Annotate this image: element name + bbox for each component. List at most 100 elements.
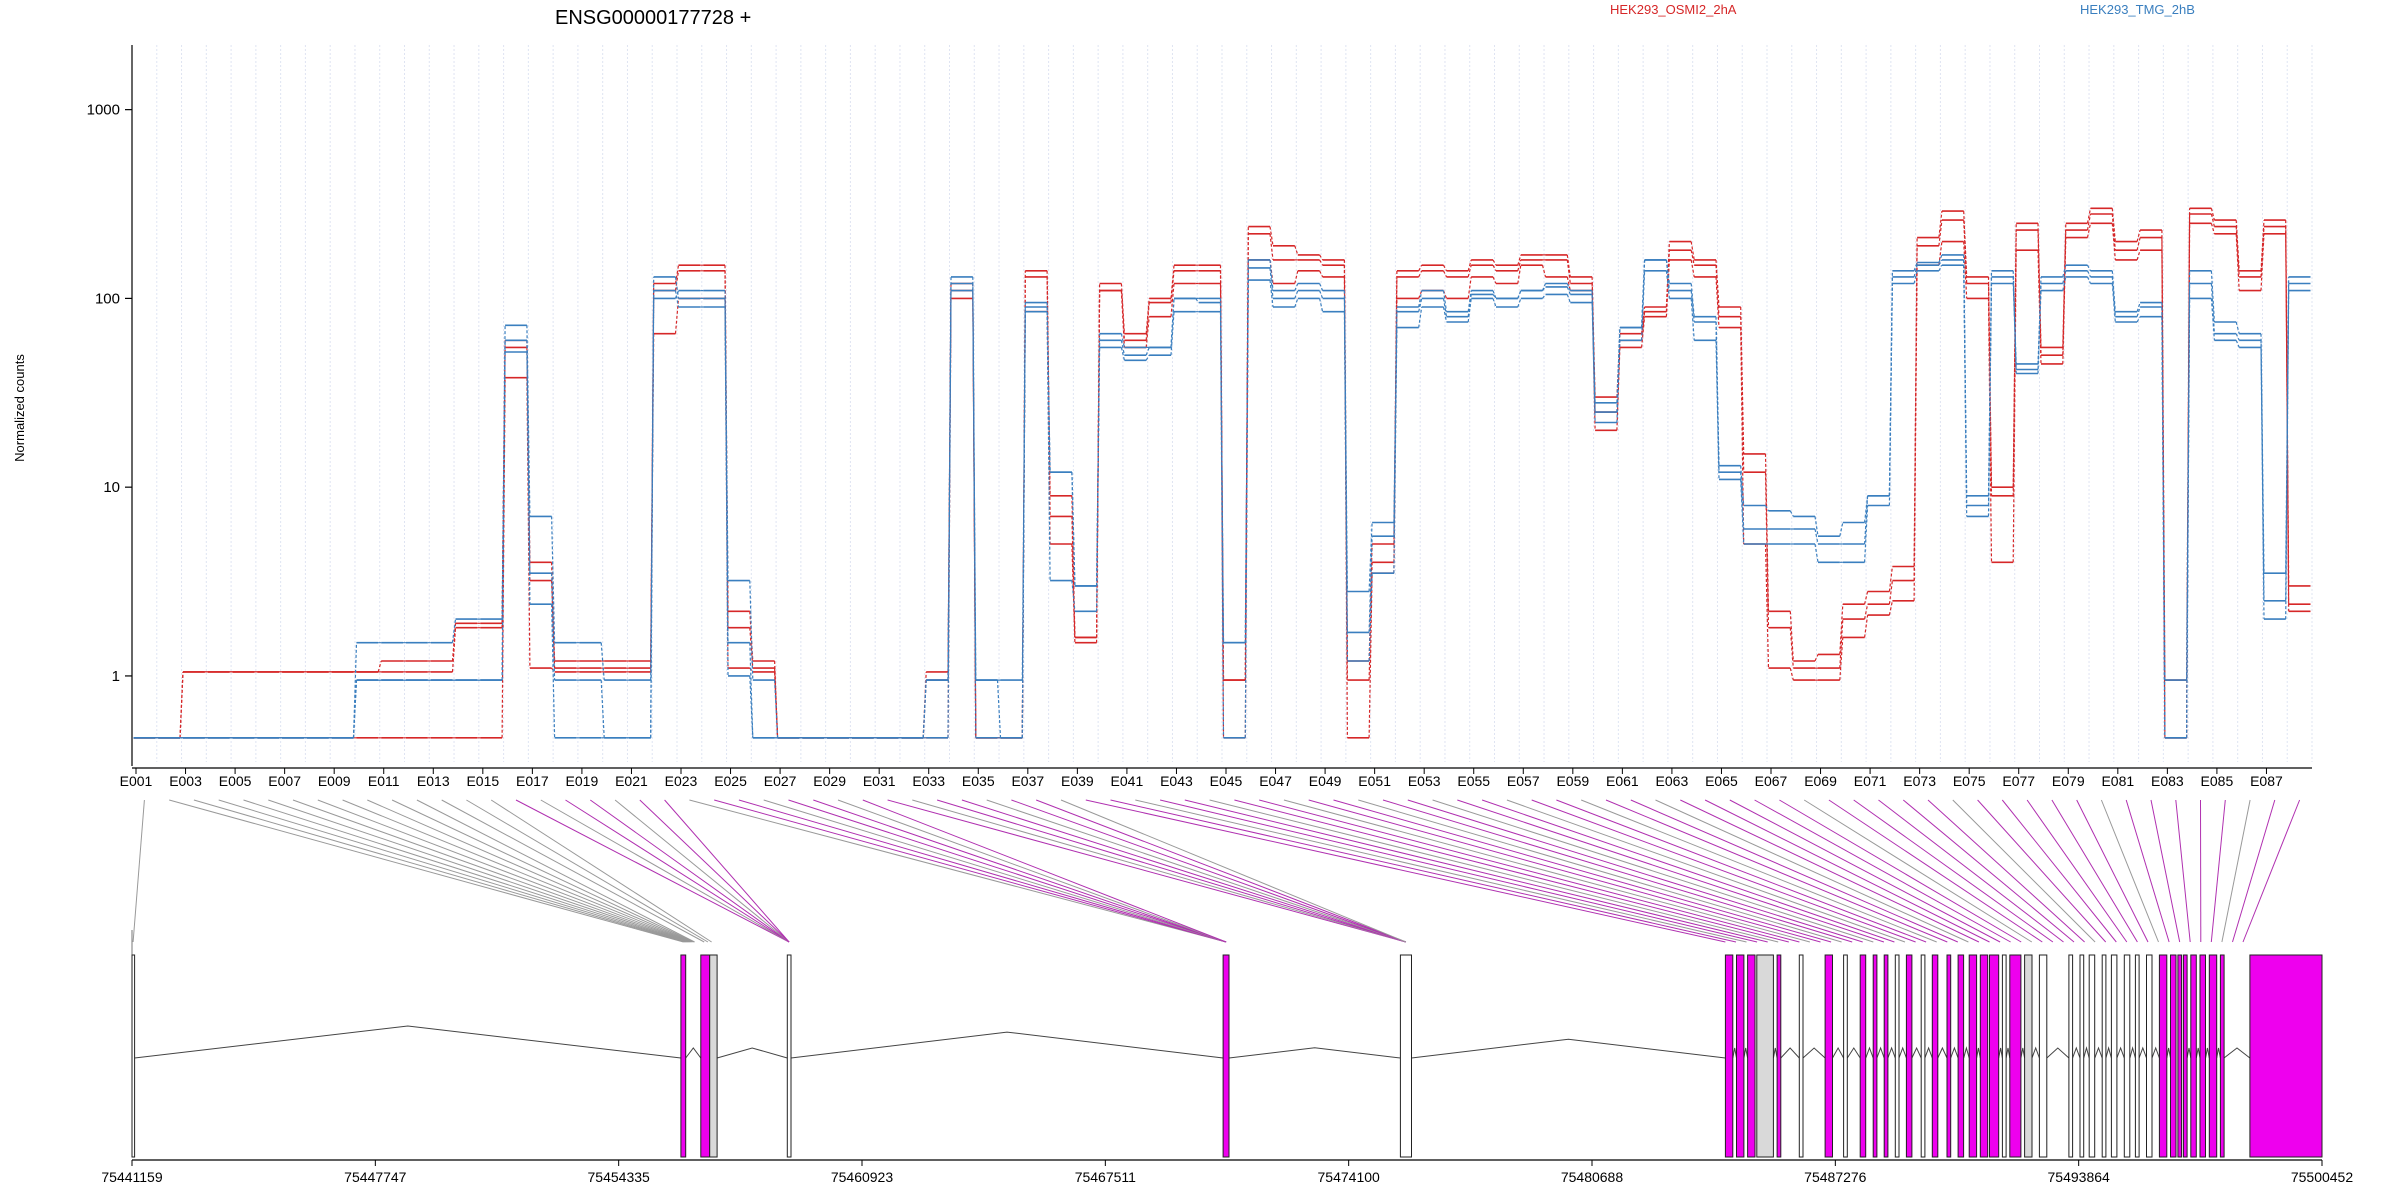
x-tick-label: E075	[1953, 773, 1986, 789]
x-tick-label: E063	[1656, 773, 1689, 789]
genomic-tick-label: 75480688	[1561, 1169, 1624, 1185]
genomic-tick-label: 75460923	[831, 1169, 894, 1185]
x-tick-label: E033	[912, 773, 945, 789]
intron	[2083, 1046, 2090, 1059]
x-tick-label: E027	[764, 773, 797, 789]
x-tick-label: E059	[1556, 773, 1589, 789]
exon-connector	[466, 799, 709, 943]
exon-connector	[1481, 799, 1895, 943]
intron	[2094, 1046, 2103, 1059]
genomic-tick-label: 75487276	[1804, 1169, 1867, 1185]
exon-connector	[738, 799, 1227, 943]
x-tick-labels: E001 E003 E005 E007 E009 E011 E013 E015 E017 E019…	[120, 773, 2283, 789]
exon-block	[1843, 954, 1848, 1158]
exon-connector	[1159, 799, 1758, 943]
exon-connector	[1952, 799, 2096, 943]
x-tick-label: E037	[1011, 773, 1044, 789]
exon-connector	[2026, 799, 2128, 943]
x-tick-label: E043	[1160, 773, 1193, 789]
intron	[2195, 1047, 2201, 1059]
intron	[790, 1031, 1224, 1059]
exon-block	[1920, 954, 1926, 1158]
x-tick-label: E081	[2101, 773, 2134, 789]
exon-connector	[1556, 799, 1927, 943]
y-axis-label: Normalized counts	[12, 354, 27, 462]
exon-connector	[441, 799, 705, 943]
exon-connector	[1531, 799, 1916, 943]
exon-block	[1859, 954, 1867, 1158]
x-tick-label: E083	[2151, 773, 2184, 789]
axes: 1 10 100 1000	[87, 45, 2312, 774]
x-tick-label: E025	[714, 773, 747, 789]
exon-block	[1724, 954, 1734, 1158]
exon-connector	[1704, 799, 1990, 943]
exon-block	[2219, 954, 2225, 1158]
exon-connector	[1184, 799, 1768, 943]
x-tick-label: E007	[268, 773, 301, 789]
x-tick-label: E067	[1755, 773, 1788, 789]
exon-block	[2024, 954, 2033, 1158]
intron	[1963, 1046, 1970, 1059]
exon-connector	[243, 799, 687, 943]
x-tick-label: E029	[813, 773, 846, 789]
x-tick-label: E069	[1804, 773, 1837, 789]
exon-connector	[1209, 799, 1779, 943]
x-tick-label: E039	[1061, 773, 1094, 789]
x-tick-label: E051	[1358, 773, 1391, 789]
exon-connector	[1283, 799, 1811, 943]
exon-connector	[2076, 799, 2149, 943]
exon-block	[1968, 954, 1978, 1158]
intron	[2129, 1046, 2136, 1059]
exon-connector	[1358, 799, 1842, 943]
intron	[2186, 1047, 2192, 1059]
exon-connector	[515, 799, 790, 943]
exon-connector	[2100, 799, 2159, 943]
exon-connector	[2210, 799, 2226, 943]
exon-connector	[614, 799, 790, 943]
genomic-tick-label: 75493864	[2048, 1169, 2111, 1185]
x-tick-label: E005	[219, 773, 252, 789]
y-tick-label: 1000	[87, 102, 120, 119]
intron	[2205, 1047, 2210, 1059]
exon-connector	[1333, 799, 1832, 943]
intron	[1876, 1046, 1885, 1059]
exon-connector	[540, 799, 790, 943]
exon-block	[131, 954, 136, 1158]
exon-connector	[1878, 799, 2064, 943]
x-tick-label: E035	[962, 773, 995, 789]
exon-connector	[1234, 799, 1789, 943]
intron	[2031, 1046, 2040, 1059]
exon-block	[2101, 954, 2107, 1158]
intron	[1846, 1047, 1861, 1059]
exon-block	[1905, 954, 1913, 1158]
intron	[2046, 1047, 2070, 1059]
intron	[1865, 1046, 1874, 1059]
intron	[685, 1047, 702, 1059]
exon-block	[2249, 954, 2323, 1158]
genomic-tick-label: 75447747	[344, 1169, 407, 1185]
exon-connector	[1308, 799, 1821, 943]
exon-connector	[1605, 799, 1948, 943]
exon-block	[1399, 954, 1413, 1158]
exon-connector	[1581, 799, 1937, 943]
exon-block	[2170, 954, 2177, 1158]
exon-connector	[268, 799, 689, 943]
exon-connector	[292, 799, 690, 943]
exon-block	[1776, 954, 1782, 1158]
exon-connector	[813, 799, 1227, 943]
exon-connector	[2242, 799, 2301, 943]
exon-connector	[788, 799, 1227, 943]
exon-block	[1946, 954, 1952, 1158]
x-tick-label: E003	[169, 773, 202, 789]
exon-connector	[763, 799, 1227, 943]
intron	[2166, 1047, 2171, 1059]
exon-block	[1894, 954, 1900, 1158]
exon-connector	[639, 799, 790, 943]
y-tick-label: 10	[103, 479, 120, 496]
exon-connector	[714, 799, 1227, 943]
exon-connector	[565, 799, 790, 943]
genomic-tick-label: 75474100	[1318, 1169, 1381, 1185]
exon-connector	[664, 799, 790, 943]
intron	[1998, 1047, 2003, 1059]
